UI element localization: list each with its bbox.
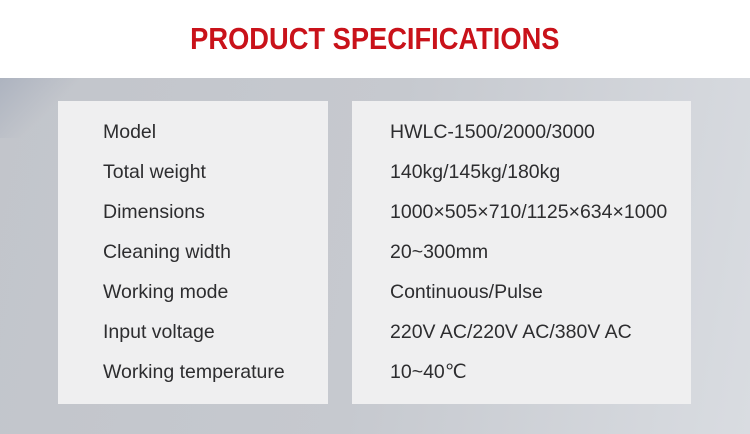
content-area: Model Total weight Dimensions Cleaning widt…: [0, 78, 750, 434]
spec-value: 1000×505×710/1125×634×1000: [390, 201, 668, 223]
spec-label: Model: [103, 121, 157, 143]
header-band: PRODUCT SPECIFICATIONS: [0, 0, 750, 78]
spec-value: HWLC-1500/2000/3000: [390, 121, 595, 143]
spec-label: Input voltage: [103, 321, 215, 343]
spec-label: Dimensions: [103, 201, 205, 223]
page-title: PRODUCT SPECIFICATIONS: [190, 21, 560, 56]
spec-value: 220V AC/220V AC/380V AC: [390, 321, 632, 343]
spec-labels-panel: Model Total weight Dimensions Cleaning widt…: [58, 101, 328, 404]
spec-value: 10~40℃: [390, 361, 467, 383]
spec-value: 20~300mm: [390, 241, 489, 263]
spec-label: Total weight: [103, 161, 206, 183]
spec-values-panel: HWLC-1500/2000/3000 140kg/145kg/180kg 1000…: [352, 101, 691, 404]
spec-value: 140kg/145kg/180kg: [390, 161, 561, 183]
spec-label: Working temperature: [103, 361, 285, 383]
spec-value: Continuous/Pulse: [390, 281, 543, 303]
spec-label: Working mode: [103, 281, 229, 303]
spec-label: Cleaning width: [103, 241, 231, 263]
